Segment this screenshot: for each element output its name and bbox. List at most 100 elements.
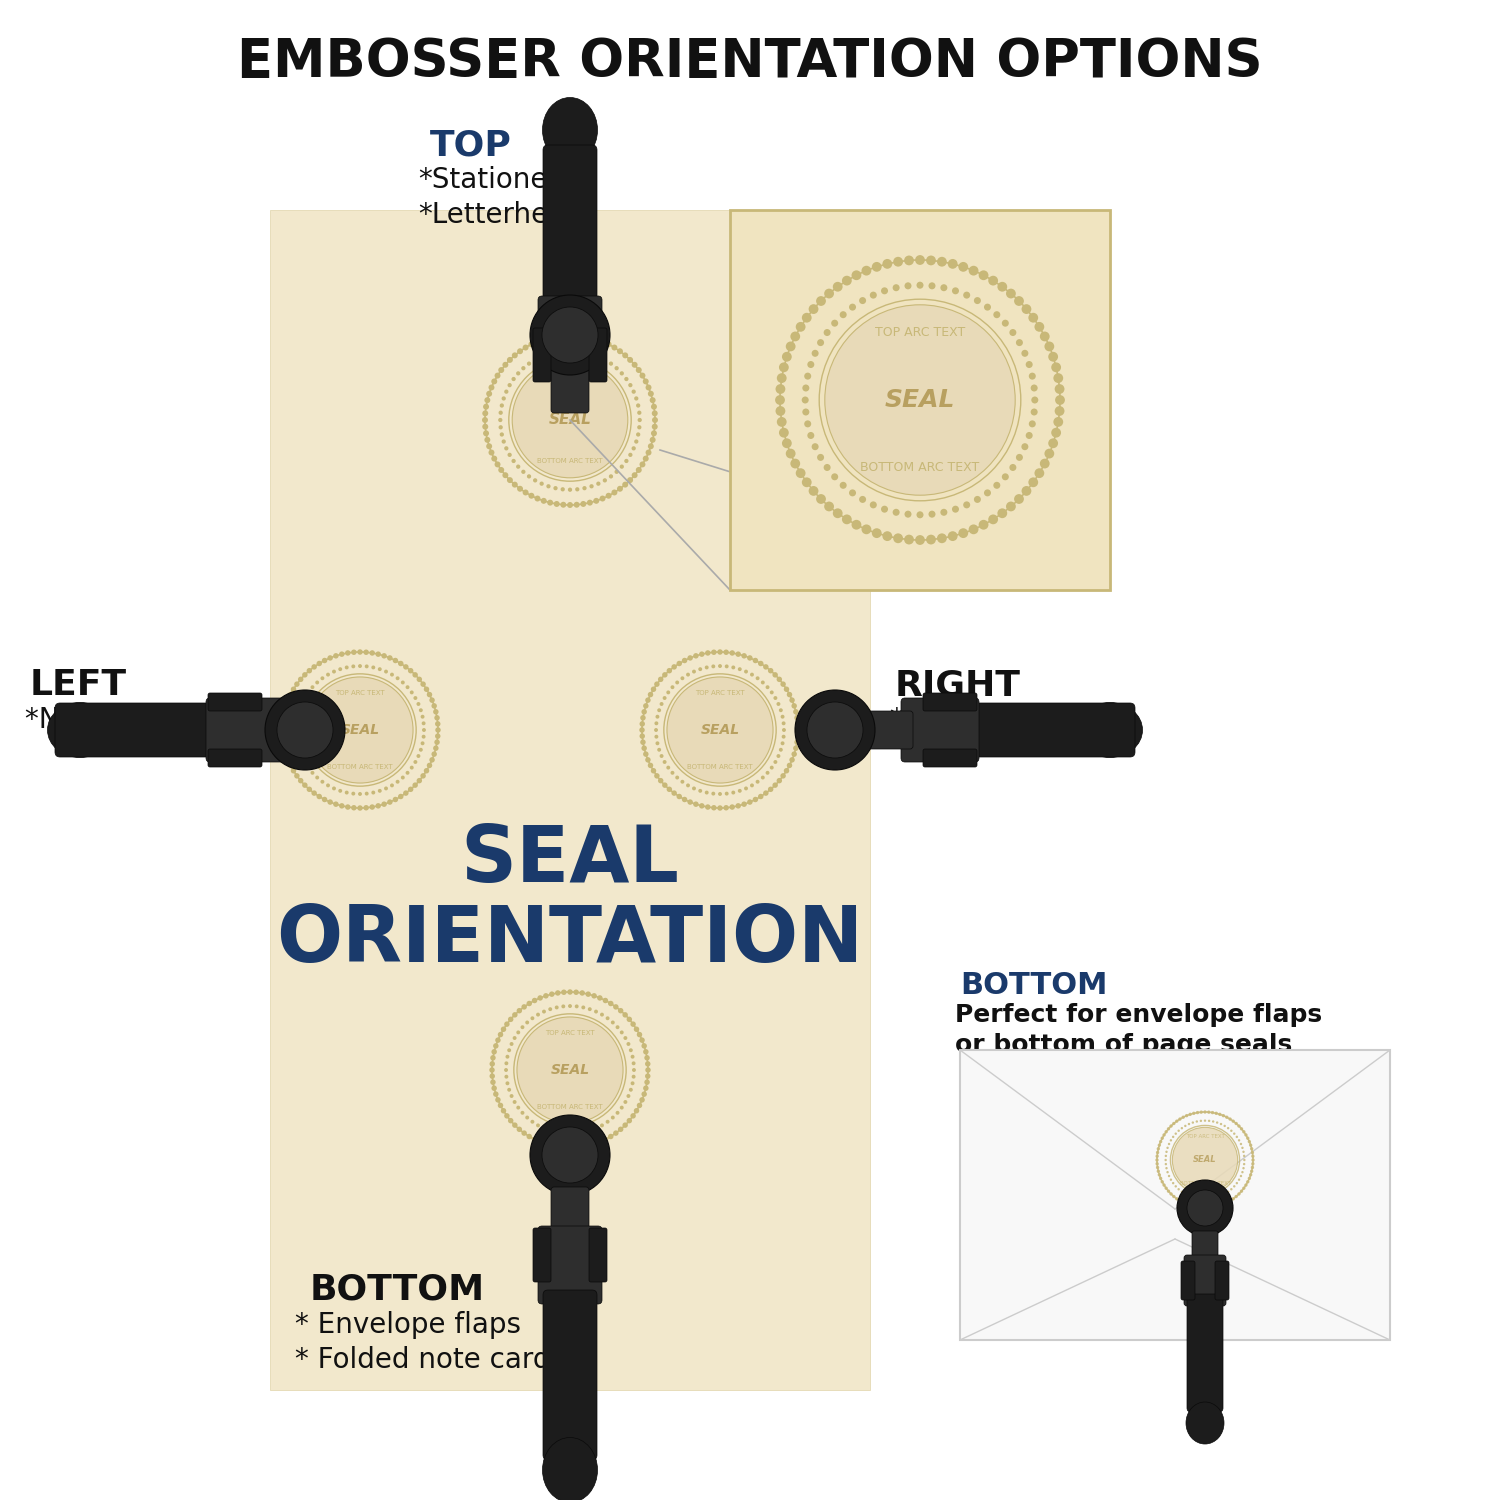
Ellipse shape (543, 1437, 597, 1500)
Circle shape (526, 1000, 532, 1006)
Circle shape (784, 768, 789, 774)
Circle shape (420, 772, 426, 778)
Circle shape (644, 1086, 648, 1090)
Circle shape (993, 310, 1000, 318)
Circle shape (1251, 1158, 1254, 1161)
FancyBboxPatch shape (922, 693, 976, 711)
Circle shape (795, 716, 800, 720)
Circle shape (670, 771, 675, 774)
Circle shape (512, 376, 516, 381)
Circle shape (648, 444, 654, 448)
Circle shape (282, 746, 286, 752)
Circle shape (512, 482, 518, 488)
Circle shape (1007, 288, 1016, 298)
Circle shape (861, 266, 871, 276)
Circle shape (753, 796, 758, 802)
Circle shape (322, 658, 327, 663)
Circle shape (615, 470, 620, 474)
Circle shape (435, 716, 439, 720)
Circle shape (723, 806, 729, 810)
Circle shape (288, 762, 292, 768)
Circle shape (639, 1038, 645, 1042)
Circle shape (410, 765, 414, 770)
Circle shape (618, 1126, 624, 1132)
Circle shape (788, 692, 792, 698)
Circle shape (652, 417, 658, 423)
Circle shape (326, 783, 330, 788)
Text: *Stationery: *Stationery (419, 166, 576, 194)
Circle shape (610, 1116, 615, 1119)
Circle shape (594, 498, 598, 504)
Circle shape (296, 741, 300, 746)
Circle shape (750, 783, 754, 788)
Circle shape (747, 656, 753, 660)
Circle shape (608, 1000, 613, 1006)
Circle shape (321, 676, 324, 680)
Circle shape (321, 780, 324, 783)
Circle shape (387, 656, 393, 660)
Circle shape (414, 760, 417, 764)
Ellipse shape (1186, 1402, 1224, 1444)
Circle shape (1155, 1158, 1158, 1161)
Circle shape (417, 778, 422, 783)
Circle shape (824, 288, 834, 298)
Circle shape (408, 786, 414, 792)
Circle shape (588, 1130, 591, 1132)
FancyBboxPatch shape (960, 1050, 1390, 1340)
Circle shape (882, 531, 892, 542)
Circle shape (636, 368, 642, 374)
Text: TOP ARC TEXT: TOP ARC TEXT (544, 1029, 596, 1035)
Circle shape (594, 1010, 598, 1014)
Circle shape (1227, 1126, 1230, 1130)
Circle shape (892, 509, 900, 516)
Circle shape (1226, 1202, 1228, 1204)
Circle shape (632, 362, 638, 368)
Circle shape (586, 500, 592, 506)
Circle shape (624, 459, 628, 464)
Circle shape (1182, 1116, 1185, 1119)
Circle shape (729, 650, 735, 656)
Circle shape (741, 652, 747, 658)
Circle shape (358, 664, 362, 668)
Circle shape (642, 746, 646, 752)
Circle shape (630, 1022, 636, 1028)
Circle shape (882, 260, 892, 268)
Circle shape (504, 1074, 509, 1078)
Circle shape (892, 256, 903, 267)
Circle shape (516, 370, 520, 375)
Circle shape (657, 708, 662, 712)
Circle shape (291, 768, 296, 774)
Circle shape (904, 282, 912, 290)
Text: BOTTOM ARC TEXT: BOTTOM ARC TEXT (537, 458, 603, 464)
Circle shape (1204, 1198, 1206, 1200)
Circle shape (351, 806, 357, 810)
Circle shape (590, 484, 594, 489)
Circle shape (770, 765, 774, 770)
Circle shape (732, 666, 735, 669)
Circle shape (1178, 1188, 1180, 1191)
Circle shape (561, 990, 567, 994)
Circle shape (632, 1062, 636, 1065)
FancyBboxPatch shape (538, 1226, 602, 1304)
Circle shape (816, 296, 827, 306)
Circle shape (303, 696, 306, 700)
Circle shape (339, 651, 345, 657)
Circle shape (870, 501, 877, 509)
Circle shape (778, 708, 783, 712)
Circle shape (1233, 1132, 1236, 1136)
Circle shape (630, 1113, 636, 1119)
Circle shape (288, 692, 292, 698)
Circle shape (940, 284, 948, 291)
Circle shape (1208, 1110, 1210, 1114)
Circle shape (852, 520, 861, 530)
Circle shape (294, 681, 300, 687)
Circle shape (682, 796, 687, 802)
Circle shape (498, 424, 502, 429)
Circle shape (1167, 1126, 1170, 1131)
Circle shape (512, 459, 516, 464)
Circle shape (1044, 448, 1054, 459)
Circle shape (1164, 1160, 1167, 1161)
Circle shape (1242, 1130, 1245, 1134)
Ellipse shape (1077, 702, 1143, 758)
Circle shape (640, 716, 645, 720)
